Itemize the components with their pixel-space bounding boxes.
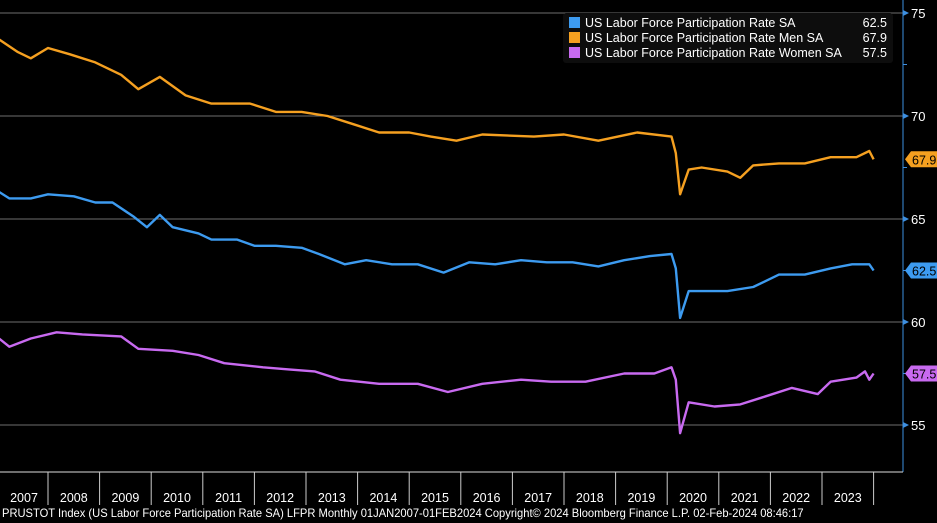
x-tick-label: 2018 (576, 491, 604, 505)
legend-label: US Labor Force Participation Rate Women … (585, 45, 842, 60)
legend-value: 57.5 (862, 45, 887, 60)
x-tick-label: 2008 (60, 491, 88, 505)
y-tick-label: 70 (911, 109, 925, 124)
x-tick-label: 2013 (318, 491, 346, 505)
last-value-label: 57.5 (912, 368, 936, 382)
legend-swatch (569, 32, 580, 43)
x-tick-label: 2010 (163, 491, 191, 505)
y-tick-marker (903, 10, 909, 16)
x-tick-label: 2007 (10, 491, 38, 505)
legend-item: US Labor Force Participation Rate Men SA… (563, 30, 893, 45)
x-tick-label: 2015 (421, 491, 449, 505)
x-tick-label: 2009 (111, 491, 139, 505)
legend-item: US Labor Force Participation Rate Women … (563, 45, 893, 60)
x-tick-label: 2021 (731, 491, 759, 505)
legend-label: US Labor Force Participation Rate Men SA (585, 30, 824, 45)
x-tick-label: 2023 (834, 491, 862, 505)
y-tick-marker (903, 422, 909, 428)
x-tick-label: 2011 (215, 491, 242, 505)
y-tick-marker (903, 113, 909, 119)
x-tick-label: 2014 (369, 491, 397, 505)
y-tick-marker (903, 216, 909, 222)
last-value-badge (905, 365, 937, 382)
last-value-label: 62.5 (912, 265, 936, 279)
y-tick-label: 60 (911, 315, 925, 330)
legend-swatch (569, 17, 580, 28)
series-line-2 (0, 331, 875, 435)
series-line-0 (0, 191, 875, 320)
x-tick-label: 2019 (627, 491, 655, 505)
last-value-label: 67.9 (912, 153, 936, 167)
y-tick-label: 65 (911, 212, 925, 227)
chart-footer: PRUSTOT Index (US Labor Force Participat… (2, 506, 804, 520)
legend-label: US Labor Force Participation Rate SA (585, 15, 796, 30)
last-value-badge (905, 262, 937, 279)
y-tick-marker (903, 319, 909, 325)
legend-value: 67.9 (862, 30, 887, 45)
x-tick-label: 2020 (679, 491, 707, 505)
y-tick-label: 55 (911, 418, 925, 433)
y-tick-label: 75 (911, 6, 925, 21)
legend: US Labor Force Participation Rate SA 62.… (563, 13, 893, 63)
x-tick-label: 2016 (473, 491, 501, 505)
series-line-1 (0, 38, 875, 196)
x-tick-label: 2012 (266, 491, 294, 505)
x-tick-label: 2017 (524, 491, 552, 505)
legend-item: US Labor Force Participation Rate SA 62.… (563, 15, 893, 30)
legend-swatch (569, 47, 580, 58)
legend-value: 62.5 (862, 15, 887, 30)
last-value-badge (905, 151, 937, 168)
x-tick-label: 2022 (782, 491, 810, 505)
